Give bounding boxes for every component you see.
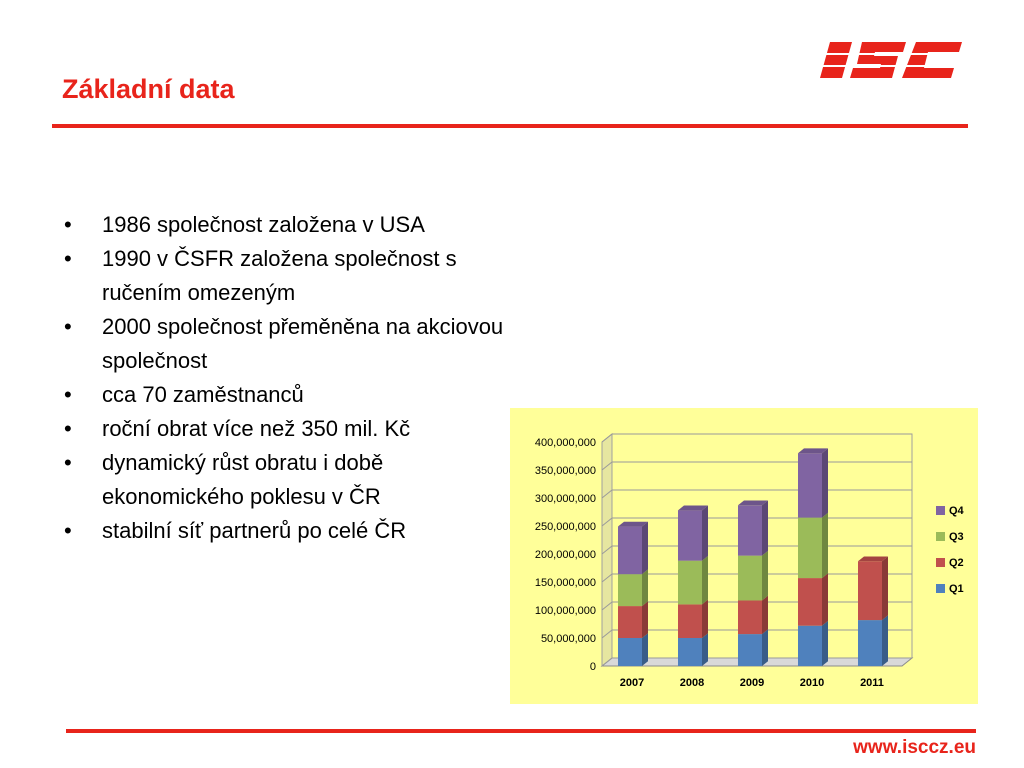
y-tick-label: 50,000,000 [541,633,596,645]
legend-label: Q1 [949,583,964,595]
bullet-item: stabilní síť partnerů po celé ČR [64,514,504,548]
bar-segment-side [642,633,648,666]
x-tick-label: 2007 [620,677,644,689]
bar-segment-side [822,573,828,626]
bar-segment-side [702,599,708,638]
bullet-item: roční obrat více než 350 mil. Kč [64,412,504,446]
bullet-item: cca 70 zaměstnanců [64,378,504,412]
bar-segment [618,526,642,575]
bar-segment-side [702,555,708,605]
legend-swatch [936,506,945,515]
bar-segment-side [822,448,828,518]
isc-logo [818,42,964,78]
x-tick-label: 2011 [860,677,884,689]
bar-segment-side [762,629,768,666]
y-tick-label: 350,000,000 [535,465,596,477]
legend-swatch [936,558,945,567]
x-tick-label: 2010 [800,677,824,689]
bar-segment [798,625,822,666]
bar-segment [678,560,702,605]
bar-segment-side [762,500,768,556]
legend-label: Q3 [949,531,964,543]
bullet-list: 1986 společnost založena v USA 1990 v ČS… [64,208,504,548]
y-tick-label: 150,000,000 [535,577,596,589]
y-tick-label: 100,000,000 [535,605,596,617]
bar-segment [798,453,822,518]
bar-segment [678,638,702,666]
y-tick-label: 250,000,000 [535,521,596,533]
bar-segment-side [762,595,768,635]
revenue-chart: 0 50,000,000 100,000,000 150,000,000 200,000… [510,408,978,704]
bar-segment [738,505,762,556]
bullet-item: 1990 v ČSFR založena společnost s ručení… [64,242,504,310]
x-tick-label: 2009 [740,677,764,689]
bar-segment [618,638,642,666]
slide-title: Základní data [62,74,235,104]
bar-segment-side [822,620,828,666]
header-divider [52,124,968,128]
gridline [601,433,912,443]
y-tick-label: 200,000,000 [535,549,596,561]
bar-segment [858,620,882,666]
bar-segment-side [882,556,888,621]
bullet-item: dynamický růst obratu i době ekonomickéh… [64,446,504,514]
bar-segment-top [618,521,648,527]
legend-label: Q2 [949,557,964,569]
footer-divider [66,729,976,733]
bar-segment-side [702,505,708,561]
bar-segment [678,510,702,561]
y-tick-label: 300,000,000 [535,493,596,505]
bar-segment [618,574,642,607]
bar-segment-side [882,615,888,666]
y-tick-label: 0 [590,661,596,673]
bullet-item: 2000 společnost přeměněna na akciovou sp… [64,310,504,378]
legend-label: Q4 [949,505,965,517]
chart-canvas: 0 50,000,000 100,000,000 150,000,000 200,000… [535,432,965,689]
bar-segment-side [762,550,768,601]
bar-segment [678,604,702,638]
bar-segment [618,606,642,638]
bar-segment-side [642,521,648,575]
bar-segment [738,634,762,666]
footer-link[interactable]: www.isccz.eu [853,737,976,758]
bullet-item: 1986 společnost založena v USA [64,208,504,242]
x-tick-label: 2008 [680,677,704,689]
bar-segment-top [798,448,828,454]
bar-segment-side [822,512,828,579]
y-tick-label: 400,000,000 [535,437,596,449]
legend-swatch [936,584,945,593]
legend-swatch [936,532,945,541]
bar-segment-top [738,500,768,506]
bar-segment-side [642,601,648,638]
bar-segment [798,578,822,626]
bar-segment-side [702,633,708,666]
bar-segment [798,517,822,579]
bar-segment-side [642,569,648,607]
bar-segment [738,555,762,601]
bar-segment-top [678,505,708,511]
bar-segment-top [858,556,888,562]
bar-segment [738,600,762,635]
bar-segment [858,561,882,621]
